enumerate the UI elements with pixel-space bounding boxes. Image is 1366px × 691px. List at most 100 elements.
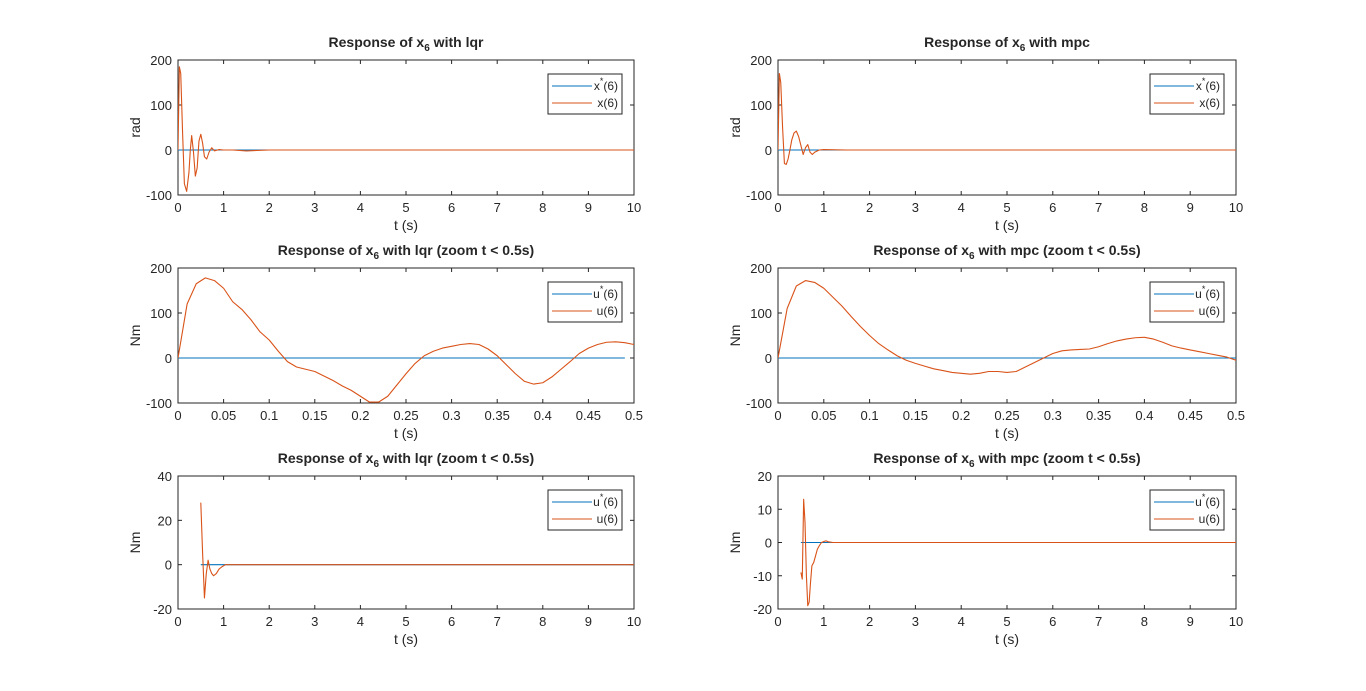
x-tick-label: 5 <box>1003 614 1010 629</box>
x-axis-label: t (s) <box>394 425 418 441</box>
x-tick-label: 6 <box>1049 200 1056 215</box>
x-tick-label: 0.45 <box>1178 408 1203 423</box>
y-axis-label: rad <box>127 117 143 137</box>
x-tick-label: 10 <box>627 200 641 215</box>
legend-label-superscript: * <box>1202 76 1206 86</box>
x-tick-label: 0.5 <box>625 408 643 423</box>
chart-title: Response of x6 with mpc <box>924 34 1090 54</box>
legend-label-superscript: * <box>600 76 604 86</box>
y-axis-label: rad <box>727 117 743 137</box>
legend-label-tail: (6) <box>603 495 618 509</box>
legend-box <box>1149 281 1225 323</box>
x-tick-label: 0.25 <box>393 408 418 423</box>
legend-label-base: u(6) <box>597 304 618 318</box>
x-tick-label: 9 <box>1187 614 1194 629</box>
y-tick-label: 0 <box>165 143 172 158</box>
x-tick-label: 0.45 <box>576 408 601 423</box>
y-tick-label: -100 <box>146 396 172 411</box>
legend-label-tail: (6) <box>1205 287 1220 301</box>
y-tick-label: -20 <box>753 602 772 617</box>
x-tick-label: 7 <box>494 614 501 629</box>
x-tick-label: 0.3 <box>1044 408 1062 423</box>
x-tick-label: 0.05 <box>211 408 236 423</box>
legend-label-superscript: * <box>1202 284 1206 294</box>
legend: u*(6)u(6) <box>547 489 623 531</box>
legend-label: x*(6) <box>594 76 618 93</box>
x-tick-label: 8 <box>539 614 546 629</box>
legend: u*(6)u(6) <box>547 281 623 323</box>
x-tick-label: 3 <box>311 614 318 629</box>
x-tick-label: 0.35 <box>1086 408 1111 423</box>
legend-label-superscript: * <box>1202 492 1206 502</box>
y-tick-label: 200 <box>150 261 172 276</box>
chart-title: Response of x6 with lqr <box>329 34 484 54</box>
y-tick-label: 0 <box>765 143 772 158</box>
chart-panel-mpc-zoom: 0 0.05 0.1 0.15 0.2 0.25 0.3 0.35 0.4 0.45 0.5 -100… <box>727 242 1245 441</box>
chart-panel-lqr-zoom: 0 0.05 0.1 0.15 0.2 0.25 0.3 0.35 0.4 0.45 0.5 -100… <box>127 242 643 441</box>
y-tick-label: 40 <box>158 469 172 484</box>
legend-label-base: u <box>593 495 600 509</box>
chart-title: Response of x6 with mpc (zoom t < 0.5s) <box>873 450 1140 470</box>
x-tick-label: 2 <box>266 614 273 629</box>
title-suffix: with lqr (zoom t < 0.5s) <box>379 242 534 258</box>
x-tick-label: 0.05 <box>811 408 836 423</box>
x-tick-label: 1 <box>820 614 827 629</box>
y-tick-label: -10 <box>753 569 772 584</box>
x-tick-label: 4 <box>958 614 965 629</box>
legend-label-base: u(6) <box>1199 512 1220 526</box>
title-text: Response of x <box>873 450 969 466</box>
legend-box <box>547 281 623 323</box>
x-axis-label: t (s) <box>394 217 418 233</box>
y-axis-label: Nm <box>727 325 743 347</box>
legend-label-base: x(6) <box>597 96 618 110</box>
title-subscript: 6 <box>373 251 379 262</box>
x-tick-label: 5 <box>1003 200 1010 215</box>
x-tick-label: 8 <box>539 200 546 215</box>
legend-label: x(6) <box>597 96 618 110</box>
title-suffix: with mpc <box>1025 34 1090 50</box>
series-actual-line <box>800 498 1236 607</box>
legend-label: x(6) <box>1199 96 1220 110</box>
x-tick-label: 8 <box>1141 200 1148 215</box>
y-tick-label: 20 <box>158 513 172 528</box>
legend: x*(6) x(6) <box>547 73 623 115</box>
legend-label: u*(6) <box>1195 284 1220 301</box>
legend-label-base: x(6) <box>1199 96 1220 110</box>
legend: x*(6)x(6) <box>1149 73 1225 115</box>
x-tick-label: 0.25 <box>994 408 1019 423</box>
chart-title: Response of x6 with lqr (zoom t < 0.5s) <box>278 242 534 262</box>
y-tick-label: 100 <box>750 306 772 321</box>
legend-label: u(6) <box>597 304 618 318</box>
x-tick-label: 10 <box>1229 614 1243 629</box>
y-tick-label: -100 <box>746 396 772 411</box>
x-tick-label: 3 <box>912 614 919 629</box>
x-tick-label: 2 <box>866 614 873 629</box>
x-tick-label: 0.2 <box>952 408 970 423</box>
title-suffix: with lqr (zoom t < 0.5s) <box>379 450 534 466</box>
legend-label-base: x <box>594 79 600 93</box>
series-actual-line <box>200 502 634 599</box>
x-tick-label: 0.15 <box>302 408 327 423</box>
x-tick-label: 4 <box>357 200 364 215</box>
legend-box <box>1149 489 1225 531</box>
legend-label-tail: (6) <box>1205 495 1220 509</box>
legend-box <box>1149 73 1225 115</box>
x-tick-label: 0.15 <box>903 408 928 423</box>
series-actual-line <box>778 72 1236 165</box>
y-tick-label: 0 <box>765 536 772 551</box>
x-tick-label: 10 <box>1229 200 1243 215</box>
x-tick-label: 0.1 <box>260 408 278 423</box>
x-tick-label: 2 <box>866 200 873 215</box>
y-tick-label: 200 <box>750 53 772 68</box>
x-tick-label: 7 <box>1095 614 1102 629</box>
legend-label-base: u <box>1195 495 1202 509</box>
x-axis-label: t (s) <box>394 631 418 647</box>
title-subscript: 6 <box>969 459 975 470</box>
x-tick-label: 0.1 <box>861 408 879 423</box>
y-tick-label: 100 <box>150 306 172 321</box>
chart-title: Response of x6 with lqr (zoom t < 0.5s) <box>278 450 534 470</box>
x-tick-label: 9 <box>585 200 592 215</box>
